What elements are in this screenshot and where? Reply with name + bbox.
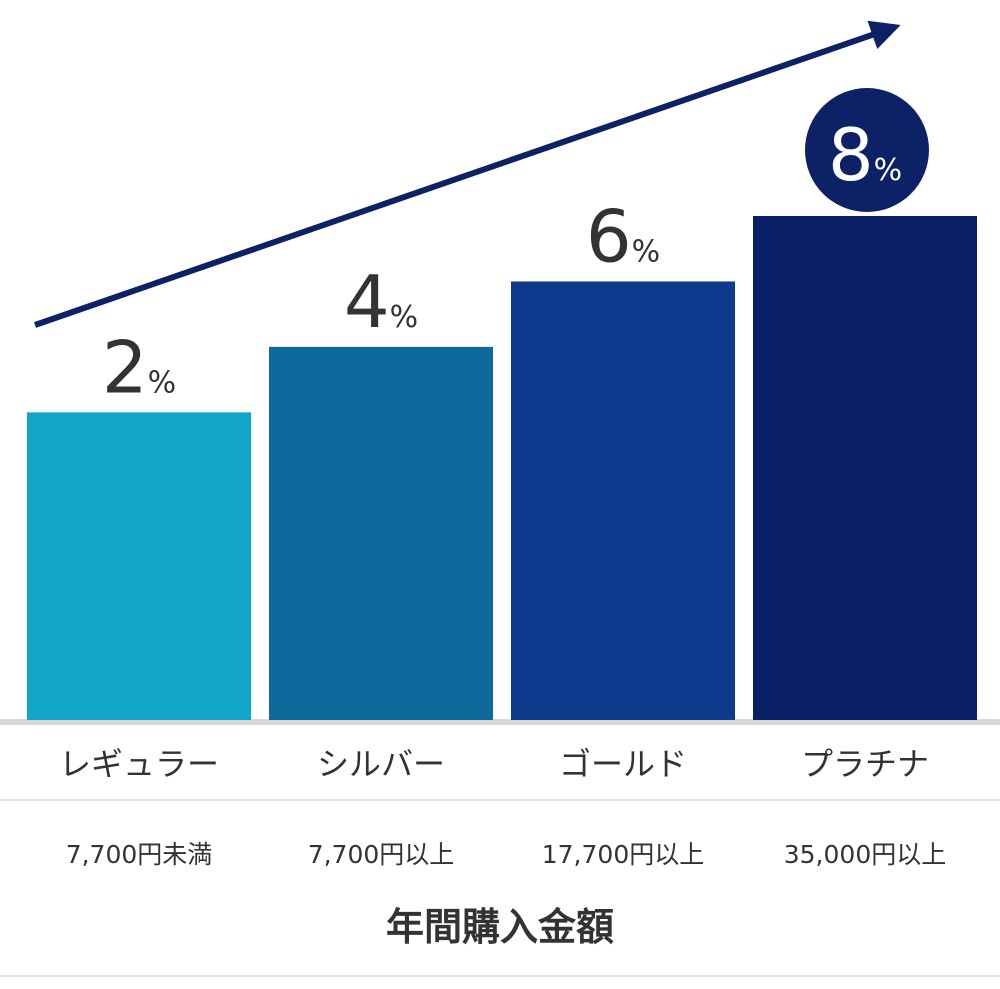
bar	[511, 281, 735, 720]
x-tick-sublabel: 7,700円以上	[308, 840, 455, 869]
highlight-badge	[805, 88, 929, 212]
x-axis-title: 年間購入金額	[386, 905, 614, 949]
x-tick-label: ゴールド	[559, 745, 687, 783]
x-tick-sublabel: 7,700円未満	[66, 840, 213, 869]
x-tick-sublabel: 17,700円以上	[542, 840, 704, 869]
value-label: 2%	[102, 325, 176, 409]
bar	[753, 216, 977, 720]
x-tick-label: レギュラー	[59, 745, 219, 783]
bar	[269, 346, 493, 720]
value-label: 4%	[344, 260, 418, 344]
trend-arrow	[34, 20, 901, 328]
x-tick-sublabel: 35,000円以上	[784, 840, 946, 869]
bar	[27, 412, 251, 720]
value-label: 8%	[828, 113, 902, 197]
x-tick-label: シルバー	[317, 745, 445, 783]
value-label: 6%	[586, 194, 660, 278]
x-tick-label: プラチナ	[801, 745, 929, 783]
